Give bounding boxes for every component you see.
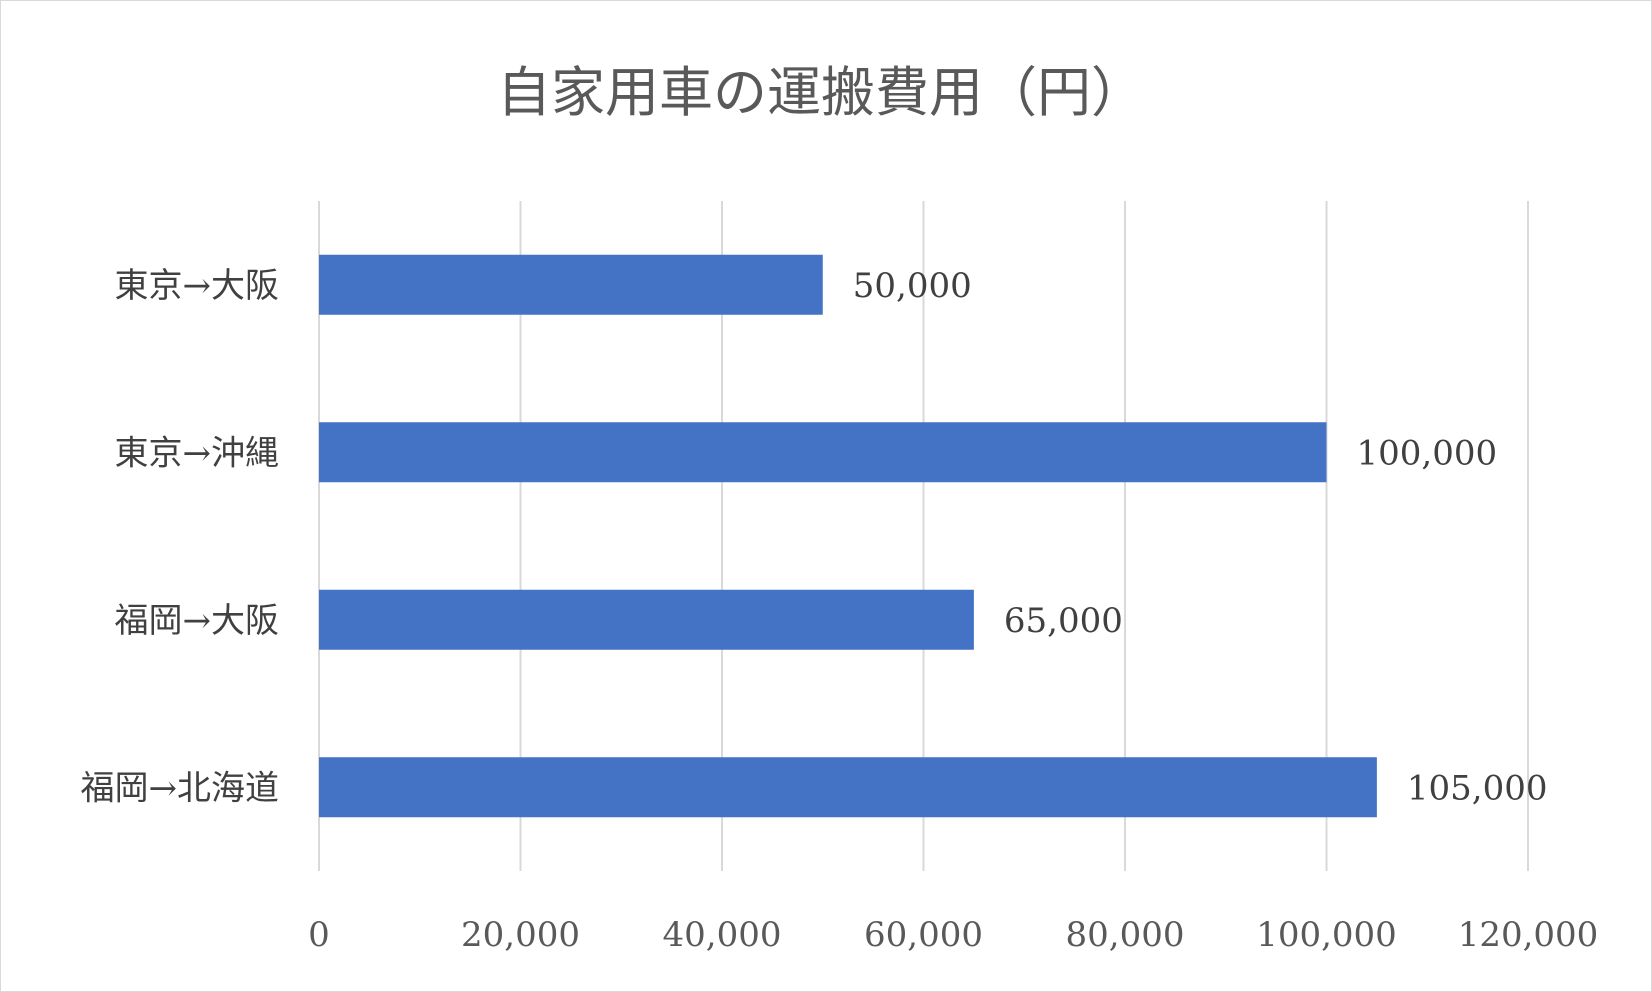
data-label: 105,000	[1407, 768, 1548, 808]
bar	[319, 589, 974, 650]
x-tick-label: 80,000	[1066, 915, 1185, 955]
category-label: 東京→大阪	[115, 266, 280, 306]
data-label: 65,000	[1004, 601, 1123, 641]
data-label: 50,000	[853, 266, 972, 306]
chart-title: 自家用車の運搬費用（円）	[497, 61, 1145, 124]
x-axis-tick-labels: 0 20,000 40,000 60,000 80,000 100,000 120,000	[308, 915, 1598, 955]
data-labels: 50,000 100,000 65,000 105,000	[853, 266, 1548, 809]
x-tick-label: 0	[308, 915, 330, 955]
category-label: 東京→沖縄	[115, 433, 280, 473]
bars	[319, 254, 1377, 818]
bar	[319, 757, 1377, 818]
x-tick-label: 40,000	[663, 915, 782, 955]
category-label: 福岡→北海道	[81, 768, 280, 808]
bar	[319, 254, 823, 315]
x-tick-label: 20,000	[461, 915, 580, 955]
data-label: 100,000	[1357, 433, 1498, 473]
x-tick-label: 60,000	[864, 915, 983, 955]
x-tick-label: 100,000	[1256, 915, 1397, 955]
x-tick-label: 120,000	[1458, 915, 1599, 955]
bar	[319, 422, 1327, 483]
category-label: 福岡→大阪	[115, 601, 280, 641]
